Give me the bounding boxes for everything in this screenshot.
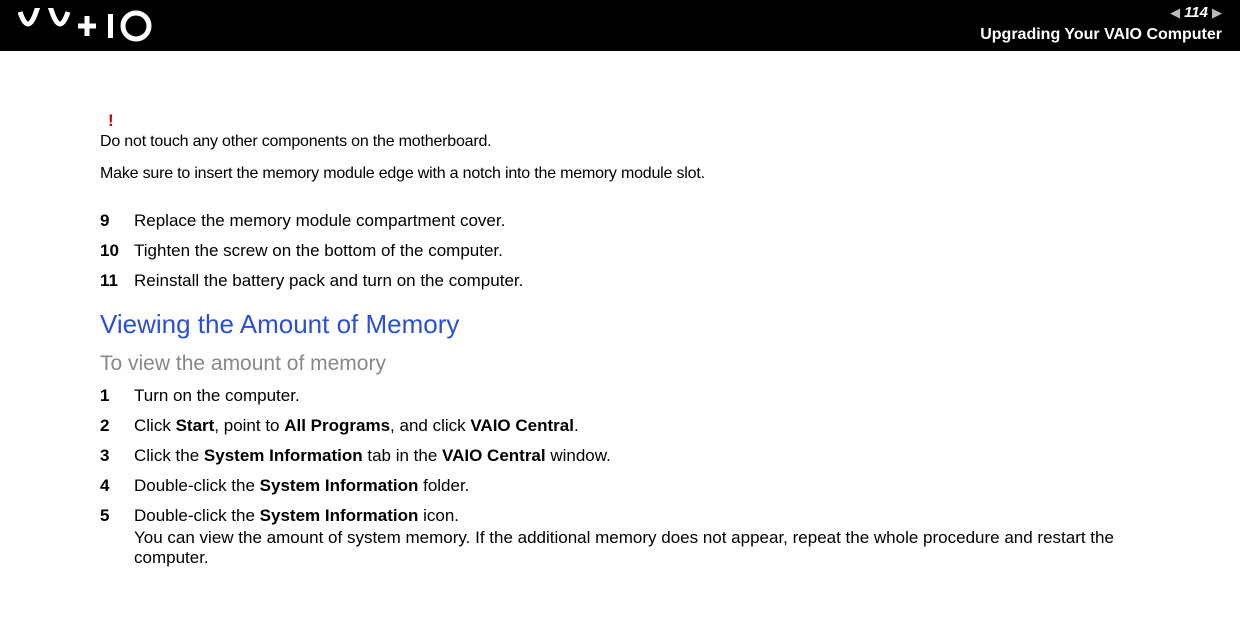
bold-text: System Information (204, 446, 363, 465)
caution-line-1: Do not touch any other components on the… (100, 133, 1140, 151)
bold-text: Start (176, 416, 215, 435)
bold-text: System Information (260, 506, 419, 525)
steps-group-b: 1 Turn on the computer. 2 Click Start, p… (100, 386, 1140, 568)
text-fragment: , and click (390, 416, 470, 435)
step-subtext: You can view the amount of system memory… (134, 528, 1140, 568)
vaio-logo (18, 8, 158, 43)
step-text: Click Start, point to All Programs, and … (134, 416, 1140, 436)
text-fragment: . (574, 416, 579, 435)
text-fragment: folder. (418, 476, 469, 495)
step-number: 4 (100, 476, 134, 496)
bold-text: VAIO Central (442, 446, 546, 465)
step-text: Click the System Information tab in the … (134, 446, 1140, 466)
step-item: 9 Replace the memory module compartment … (100, 211, 1140, 231)
steps-group-a: 9 Replace the memory module compartment … (100, 211, 1140, 291)
heading-viewing-memory: Viewing the Amount of Memory (100, 309, 1140, 340)
page-number: 114 (1184, 4, 1208, 21)
page-number-nav: ◀ 114 ▶ (1170, 4, 1222, 21)
subheading-view-memory: To view the amount of memory (100, 352, 1140, 376)
nav-next-icon[interactable]: ▶ (1212, 5, 1222, 21)
bold-text: All Programs (284, 416, 390, 435)
step-number: 9 (100, 211, 134, 231)
text-fragment: tab in the (363, 446, 442, 465)
step-item: 3 Click the System Information tab in th… (100, 446, 1140, 466)
step-number: 11 (100, 271, 134, 291)
text-fragment: Double-click the (134, 476, 260, 495)
step-text: Reinstall the battery pack and turn on t… (134, 271, 1140, 291)
section-title: Upgrading Your VAIO Computer (980, 26, 1222, 44)
step-number: 3 (100, 446, 134, 466)
step-number: 2 (100, 416, 134, 436)
step-text: Double-click the System Information fold… (134, 476, 1140, 496)
text-fragment: window. (546, 446, 611, 465)
caution-mark: ! (108, 111, 1140, 131)
page-header: ◀ 114 ▶ Upgrading Your VAIO Computer (0, 0, 1240, 51)
step-text: Replace the memory module compartment co… (134, 211, 1140, 231)
text-fragment: Click the (134, 446, 204, 465)
step-item: 10 Tighten the screw on the bottom of th… (100, 241, 1140, 261)
step-item: 11 Reinstall the battery pack and turn o… (100, 271, 1140, 291)
step-item: 5 Double-click the System Information ic… (100, 506, 1140, 568)
step-item: 2 Click Start, point to All Programs, an… (100, 416, 1140, 436)
step-item: 4 Double-click the System Information fo… (100, 476, 1140, 496)
caution-line-2: Make sure to insert the memory module ed… (100, 165, 1140, 183)
text-fragment: icon. (418, 506, 459, 525)
step-item: 1 Turn on the computer. (100, 386, 1140, 406)
step-number: 1 (100, 386, 134, 406)
step-text: Tighten the screw on the bottom of the c… (134, 241, 1140, 261)
bold-text: VAIO Central (470, 416, 574, 435)
step-text: Double-click the System Information icon… (134, 506, 1140, 568)
step-number: 5 (100, 506, 134, 526)
bold-text: System Information (260, 476, 419, 495)
page-content: ! Do not touch any other components on t… (0, 51, 1240, 568)
text-fragment: Click (134, 416, 176, 435)
text-fragment: Double-click the (134, 506, 260, 525)
nav-prev-icon[interactable]: ◀ (1170, 5, 1180, 21)
step-number: 10 (100, 241, 134, 261)
step-text: Turn on the computer. (134, 386, 1140, 406)
text-fragment: , point to (214, 416, 284, 435)
